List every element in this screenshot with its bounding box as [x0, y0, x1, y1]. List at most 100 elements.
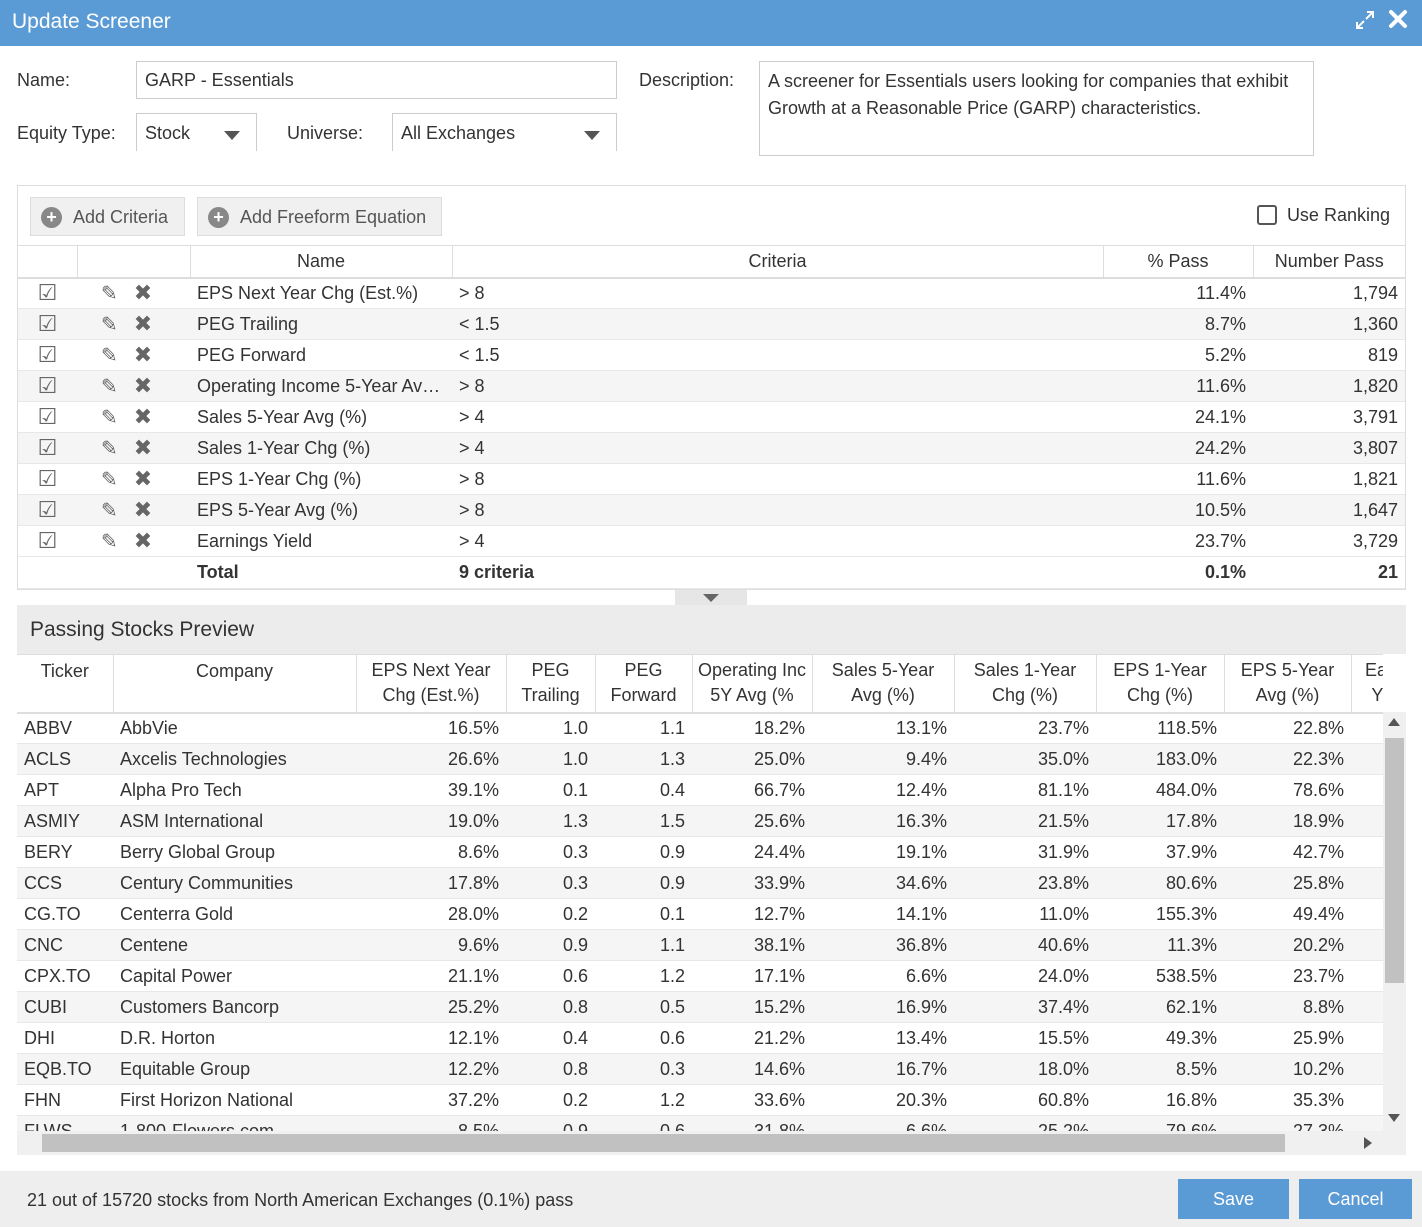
- checkbox-checked-icon[interactable]: ☑: [37, 373, 58, 398]
- table-row[interactable]: CUBI Customers Bancorp 25.2% 0.8 0.5 15.2% 16.…: [17, 991, 1383, 1023]
- use-ranking-checkbox[interactable]: Use Ranking: [1256, 205, 1390, 226]
- table-row[interactable]: CCS Century Communities 17.8% 0.3 0.9 33.9% 34…: [17, 867, 1383, 899]
- preview-column-header[interactable]: Sales 5-Year Avg (%): [812, 654, 955, 714]
- table-row[interactable]: EQB.TO Equitable Group 12.2% 0.8 0.3 14.6% 16.…: [17, 1053, 1383, 1085]
- preview-column-header[interactable]: PEG Trailing: [506, 654, 596, 714]
- preview-column-header[interactable]: Ticker: [17, 654, 114, 714]
- value-cell: 35.3%: [1224, 1084, 1351, 1116]
- criteria-enabled-cell: ☑: [18, 494, 77, 526]
- vertical-scroll-thumb[interactable]: [1385, 738, 1404, 983]
- value-cell: 16.8%: [1096, 1084, 1224, 1116]
- checkbox-checked-icon[interactable]: ☑: [37, 404, 58, 429]
- cancel-button[interactable]: Cancel: [1299, 1179, 1412, 1219]
- header-name[interactable]: Name: [190, 245, 453, 279]
- table-row[interactable]: CPX.TO Capital Power 21.1% 0.6 1.2 17.1% 6.6% 2…: [17, 960, 1383, 992]
- table-row[interactable]: APT Alpha Pro Tech 39.1% 0.1 0.4 66.7% 12.4% 81…: [17, 774, 1383, 806]
- criteria-enabled-cell: ☑: [18, 525, 77, 557]
- delete-icon[interactable]: ✖: [133, 404, 153, 429]
- table-row[interactable]: BERY Berry Global Group 8.6% 0.3 0.9 24.4% 19.…: [17, 836, 1383, 868]
- horizontal-scrollbar[interactable]: [17, 1131, 1406, 1155]
- vertical-scrollbar[interactable]: [1383, 712, 1406, 1131]
- save-button[interactable]: Save: [1178, 1179, 1289, 1219]
- criteria-row: ☑ ✎ ✖ EPS 1-Year Chg (%) > 8 11.6% 1,821: [18, 463, 1405, 495]
- checkbox-checked-icon[interactable]: ☑: [37, 466, 58, 491]
- header-pct-pass[interactable]: % Pass: [1103, 245, 1254, 279]
- scroll-up-icon[interactable]: [1388, 718, 1400, 726]
- chevron-down-icon: [703, 594, 719, 602]
- delete-icon[interactable]: ✖: [133, 280, 153, 306]
- table-row[interactable]: ACLS Axcelis Technologies 26.6% 1.0 1.3 25.0%…: [17, 743, 1383, 775]
- table-row[interactable]: CG.TO Centerra Gold 28.0% 0.2 0.1 12.7% 14.1% 1…: [17, 898, 1383, 930]
- delete-icon[interactable]: ✖: [133, 528, 153, 553]
- preview-column-header[interactable]: EPS Next Year Chg (Est.%): [356, 654, 507, 714]
- delete-icon[interactable]: ✖: [133, 342, 153, 367]
- edit-icon[interactable]: ✎: [101, 345, 118, 367]
- preview-table-viewport[interactable]: Ticker Company EPS Next Year Chg (Est.%) PEG…: [17, 654, 1383, 1131]
- preview-column-header[interactable]: Operating Inc 5Y Avg (%: [692, 654, 813, 714]
- value-cell: 12.2%: [356, 1053, 506, 1085]
- checkbox-checked-icon[interactable]: ☑: [37, 497, 58, 522]
- value-cell: 8.5%: [1096, 1053, 1224, 1085]
- table-row[interactable]: ABBV AbbVie 16.5% 1.0 1.1 18.2% 13.1% 23.7% 118.…: [17, 712, 1383, 744]
- delete-icon[interactable]: ✖: [133, 373, 153, 398]
- checkbox-checked-icon[interactable]: ☑: [37, 342, 58, 367]
- checkbox-checked-icon[interactable]: ☑: [37, 311, 58, 336]
- delete-icon[interactable]: ✖: [133, 311, 153, 336]
- scroll-down-icon[interactable]: [1388, 1114, 1400, 1122]
- value-cell: 37.9%: [1096, 836, 1224, 868]
- table-row[interactable]: FLWS 1-800-Flowers.com 8.5% 0.9 0.6 31.8% 6.6%…: [17, 1115, 1383, 1131]
- delete-icon[interactable]: ✖: [133, 435, 153, 460]
- horizontal-scroll-thumb[interactable]: [42, 1134, 1285, 1152]
- preview-column-header[interactable]: Sales 1-Year Chg (%): [954, 654, 1097, 714]
- add-criteria-button[interactable]: + Add Criteria: [30, 197, 185, 236]
- header-number-pass[interactable]: Number Pass: [1253, 245, 1405, 279]
- criteria-pct-pass: 8.7%: [1103, 308, 1253, 340]
- criteria-name: Earnings Yield: [190, 525, 452, 557]
- expand-icon[interactable]: [1351, 8, 1379, 36]
- edit-icon[interactable]: ✎: [101, 407, 118, 429]
- header-criteria[interactable]: Criteria: [452, 245, 1104, 279]
- value-cell: 22.8%: [1224, 712, 1351, 744]
- criteria-actions-cell: ✎ ✖: [77, 401, 190, 433]
- company-cell: Capital Power: [113, 960, 356, 992]
- checkbox-checked-icon[interactable]: ☑: [37, 435, 58, 460]
- panel-splitter[interactable]: [675, 590, 747, 605]
- edit-icon[interactable]: ✎: [101, 314, 118, 336]
- close-icon[interactable]: [1384, 8, 1412, 36]
- table-row[interactable]: CNC Centene 9.6% 0.9 1.1 38.1% 36.8% 40.6% 11.3%…: [17, 929, 1383, 961]
- footer: 21 out of 15720 stocks from North Americ…: [0, 1171, 1422, 1227]
- table-row[interactable]: ASMIY ASM International 19.0% 1.3 1.5 25.6% 16…: [17, 805, 1383, 837]
- total-spacer: [18, 556, 77, 589]
- edit-icon[interactable]: ✎: [101, 376, 118, 398]
- company-cell: Axcelis Technologies: [113, 743, 356, 775]
- value-cell: 18.9%: [1224, 805, 1351, 837]
- preview-column-header[interactable]: Earn Yie: [1351, 654, 1383, 714]
- value-cell: 1.2: [595, 960, 692, 992]
- company-cell: 1-800-Flowers.com: [113, 1115, 356, 1131]
- checkbox-checked-icon[interactable]: ☑: [37, 280, 58, 306]
- universe-select[interactable]: All Exchanges: [392, 113, 617, 151]
- description-textarea[interactable]: A screener for Essentials users looking …: [759, 61, 1314, 156]
- preview-column-header[interactable]: EPS 5-Year Avg (%): [1224, 654, 1352, 714]
- plus-circle-icon: +: [208, 207, 229, 228]
- equity-type-select[interactable]: Stock: [136, 113, 257, 151]
- table-row[interactable]: FHN First Horizon National 37.2% 0.2 1.2 33.6…: [17, 1084, 1383, 1116]
- delete-icon[interactable]: ✖: [133, 497, 153, 522]
- scroll-right-icon[interactable]: [1364, 1137, 1372, 1149]
- edit-icon[interactable]: ✎: [101, 469, 118, 491]
- table-row[interactable]: DHI D.R. Horton 12.1% 0.4 0.6 21.2% 13.4% 15.5%…: [17, 1022, 1383, 1054]
- edit-icon[interactable]: ✎: [101, 500, 118, 522]
- delete-icon[interactable]: ✖: [133, 466, 153, 491]
- add-freeform-button[interactable]: + Add Freeform Equation: [197, 197, 442, 236]
- ticker-cell: ABBV: [17, 712, 113, 744]
- edit-icon[interactable]: ✎: [101, 438, 118, 460]
- name-input[interactable]: GARP - Essentials: [136, 61, 617, 99]
- edit-icon[interactable]: ✎: [101, 531, 118, 553]
- preview-column-header[interactable]: Company: [113, 654, 357, 714]
- checkbox-checked-icon[interactable]: ☑: [37, 528, 58, 553]
- value-cell: 484.0%: [1096, 774, 1224, 806]
- value-cell: 183.0%: [1096, 743, 1224, 775]
- preview-column-header[interactable]: EPS 1-Year Chg (%): [1096, 654, 1225, 714]
- edit-icon[interactable]: ✎: [101, 283, 118, 306]
- preview-column-header[interactable]: PEG Forward: [595, 654, 693, 714]
